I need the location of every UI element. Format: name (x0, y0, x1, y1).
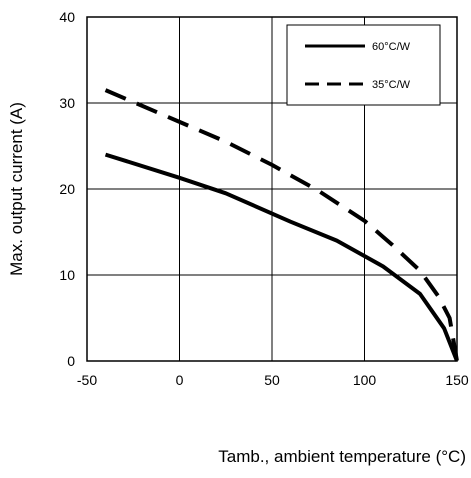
series-line-60cw (104, 152, 459, 362)
y-tick-label: 0 (67, 353, 75, 369)
y-tick-label: 10 (59, 267, 75, 283)
x-tick-label: 50 (264, 372, 280, 388)
y-axis-title: Max. output current (A) (7, 102, 26, 276)
series-line-35cw (104, 88, 459, 362)
legend-box (286, 24, 441, 106)
x-tick-label: 0 (176, 372, 184, 388)
y-tick-label: 30 (59, 95, 75, 111)
x-tick-label: -50 (77, 372, 97, 388)
legend: 60°C/W 35°C/W (286, 24, 441, 106)
y-tick-label: 40 (59, 9, 75, 25)
x-tick-label: 150 (445, 372, 469, 388)
x-axis-title: Tamb., ambient temperature (°C) (218, 447, 466, 466)
series-lines (104, 88, 459, 362)
x-tick-label: 100 (353, 372, 377, 388)
y-tick-label: 20 (59, 181, 75, 197)
legend-label-35cw: 35°C/W (372, 79, 411, 91)
legend-label-60cw: 60°C/W (372, 41, 411, 53)
plot-frame (86, 16, 458, 362)
